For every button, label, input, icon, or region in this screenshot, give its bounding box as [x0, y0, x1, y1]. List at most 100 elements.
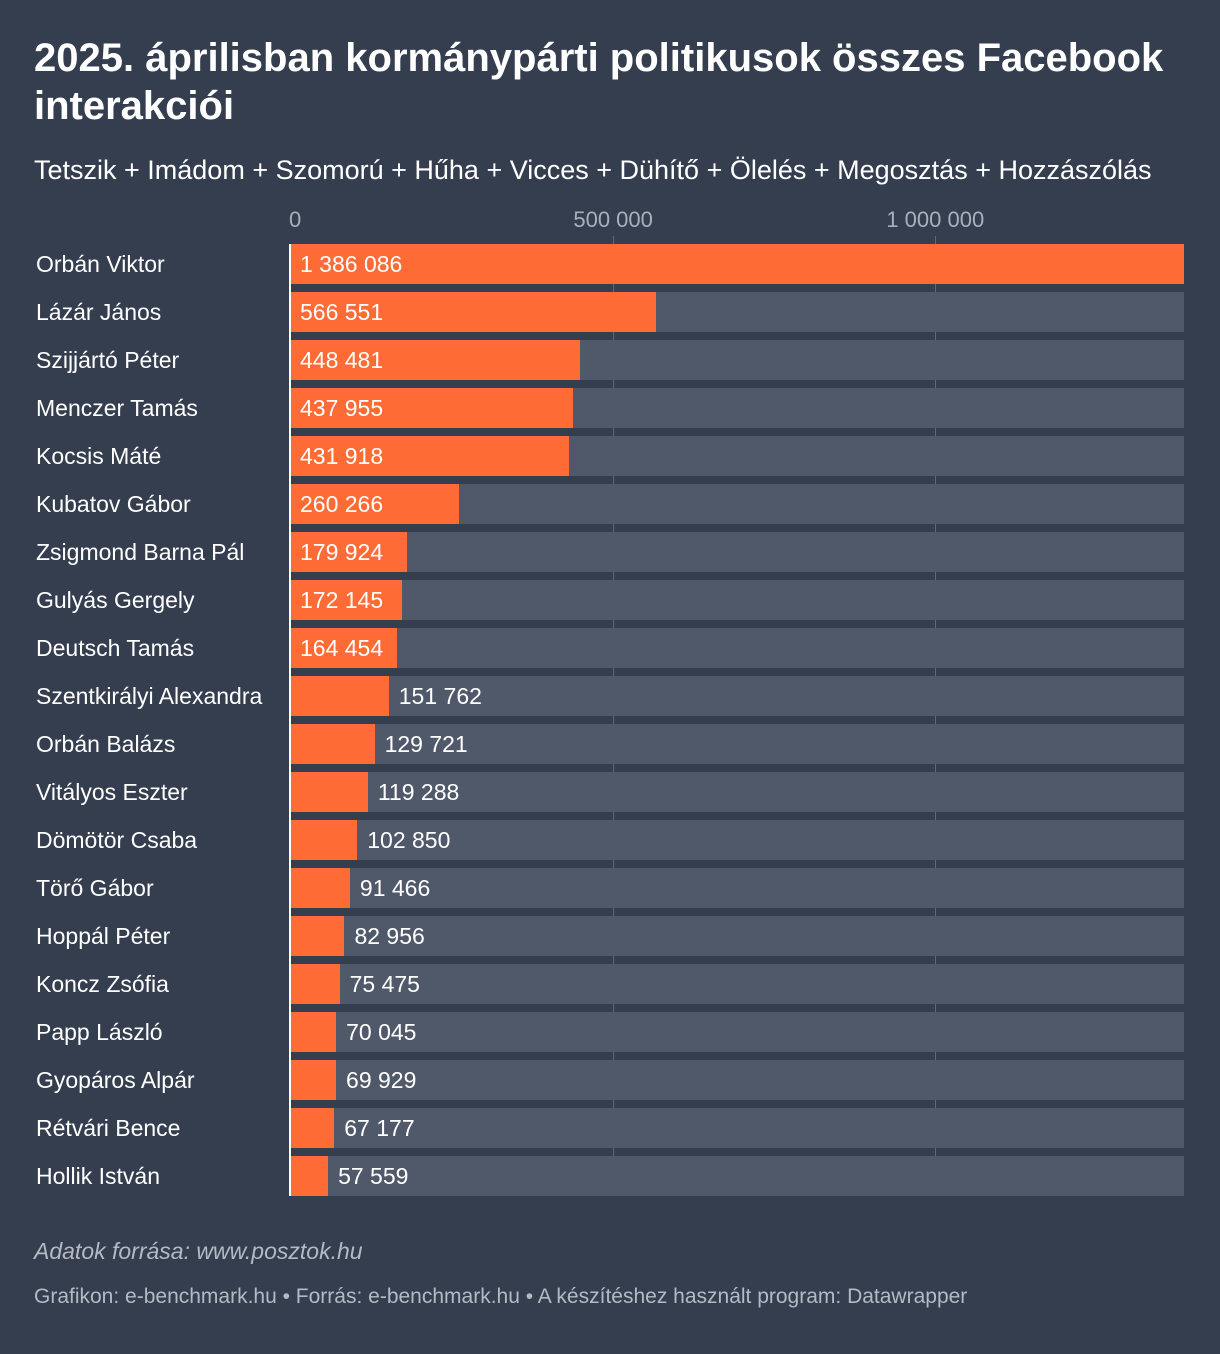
bar	[291, 820, 358, 860]
bar	[291, 628, 397, 668]
category-label: Koncz Zsófia	[36, 971, 169, 997]
bar-row: Vitályos Eszter 119 288	[0, 772, 1220, 812]
category-label: Szijjártó Péter	[36, 347, 180, 373]
bar-value-label: 102 850	[367, 827, 451, 853]
bar-row: Orbán Viktor 1 386 086	[0, 244, 1220, 284]
bar-track	[291, 1012, 1184, 1052]
bar-row: Gulyás Gergely 172 145	[0, 580, 1220, 620]
bar	[291, 676, 389, 716]
bar-row: Szentkirályi Alexandra 151 762	[0, 676, 1220, 716]
gridline	[935, 236, 936, 1196]
bar-value-label: 164 454	[300, 635, 384, 661]
x-tick-label: 500 000	[573, 207, 653, 232]
bar-row: Gyopáros Alpár 69 929	[0, 1060, 1220, 1100]
bar-value-label: 69 929	[346, 1067, 417, 1093]
bar-track	[291, 1108, 1184, 1148]
bar	[291, 340, 580, 380]
bar	[291, 292, 656, 332]
bar-track	[291, 868, 1184, 908]
gridline	[613, 236, 614, 1196]
bar-row: Szijjártó Péter 448 481	[0, 340, 1220, 380]
bar	[291, 484, 459, 524]
bar	[291, 1156, 329, 1196]
category-label: Orbán Viktor	[36, 251, 165, 277]
category-label: Gyopáros Alpár	[36, 1067, 195, 1093]
bar-value-label: 82 956	[354, 923, 425, 949]
bar-row: Rétvári Bence 67 177	[0, 1108, 1220, 1148]
bar-value-label: 75 475	[349, 971, 420, 997]
bar	[291, 436, 570, 476]
bar-value-label: 260 266	[300, 491, 384, 517]
x-tick-label: 1 000 000	[886, 207, 985, 232]
bar-row: Hoppál Péter 82 956	[0, 916, 1220, 956]
bar-value-label: 179 924	[300, 539, 384, 565]
bar	[291, 580, 402, 620]
category-label: Kocsis Máté	[36, 443, 162, 469]
bar-row: Menczer Tamás 437 955	[0, 388, 1220, 428]
category-label: Rétvári Bence	[36, 1115, 181, 1141]
chart-subtitle: Tetszik + Imádom + Szomorú + Hűha + Vicc…	[34, 155, 1152, 185]
bar-row: Dömötör Csaba 102 850	[0, 820, 1220, 860]
category-label: Papp László	[36, 1019, 163, 1045]
category-label: Hoppál Péter	[36, 923, 171, 949]
bar-value-label: 566 551	[300, 299, 384, 325]
bar-track	[291, 964, 1184, 1004]
bar-row: Törő Gábor 91 466	[0, 868, 1220, 908]
bar	[291, 772, 368, 812]
bar-row: Kubatov Gábor 260 266	[0, 484, 1220, 524]
bar-row: Orbán Balázs 129 721	[0, 724, 1220, 764]
bar	[291, 244, 1184, 284]
category-label: Lázár János	[36, 299, 162, 325]
category-label: Zsigmond Barna Pál	[36, 539, 245, 565]
bar	[291, 388, 574, 428]
bar-value-label: 1 386 086	[300, 251, 403, 277]
bar-row: Koncz Zsófia 75 475	[0, 964, 1220, 1004]
bar-row: Hollik István 57 559	[0, 1156, 1220, 1196]
x-tick-label: 0	[289, 207, 302, 232]
bar	[291, 1108, 335, 1148]
zero-baseline	[289, 244, 291, 1196]
category-label: Vitályos Eszter	[36, 779, 188, 805]
bar-row: Kocsis Máté 431 918	[0, 436, 1220, 476]
bar	[291, 964, 340, 1004]
bar-value-label: 431 918	[300, 443, 384, 469]
category-label: Hollik István	[36, 1163, 160, 1189]
bar	[291, 1060, 337, 1100]
data-source-note: Adatok forrása: www.posztok.hu	[34, 1238, 363, 1264]
bar-track	[291, 580, 1184, 620]
bar	[291, 532, 407, 572]
bar-track	[291, 820, 1184, 860]
bar	[291, 868, 350, 908]
bar	[291, 724, 375, 764]
bar-value-label: 448 481	[300, 347, 384, 373]
category-label: Gulyás Gergely	[36, 587, 195, 613]
bar-track	[291, 676, 1184, 716]
bar-value-label: 67 177	[344, 1115, 415, 1141]
category-label: Orbán Balázs	[36, 731, 176, 757]
bar-row: Lázár János 566 551	[0, 292, 1220, 332]
category-label: Deutsch Tamás	[36, 635, 195, 661]
category-label: Szentkirályi Alexandra	[36, 683, 263, 709]
footer-credits: Grafikon: e-benchmark.hu • Forrás: e-ben…	[34, 1285, 968, 1308]
category-label: Menczer Tamás	[36, 395, 198, 421]
bar-track	[291, 772, 1184, 812]
bar-value-label: 70 045	[346, 1019, 417, 1045]
bar-value-label: 437 955	[300, 395, 384, 421]
bar-value-label: 129 721	[384, 731, 468, 757]
bar-track	[291, 628, 1184, 668]
bar-value-label: 172 145	[300, 587, 384, 613]
bar-row: Papp László 70 045	[0, 1012, 1220, 1052]
chart-title: 2025. áprilisban kormánypárti politikuso…	[34, 36, 1164, 128]
bar-row: Zsigmond Barna Pál 179 924	[0, 532, 1220, 572]
bar-value-label: 151 762	[398, 683, 482, 709]
bar	[291, 916, 345, 956]
bar-value-label: 57 559	[338, 1163, 409, 1189]
bar-value-label: 119 288	[377, 779, 460, 805]
category-label: Törő Gábor	[36, 875, 154, 901]
bar-track	[291, 724, 1184, 764]
bar-value-label: 91 466	[359, 875, 431, 901]
category-label: Dömötör Csaba	[36, 827, 198, 853]
bar-track	[291, 1060, 1184, 1100]
bar-row: Deutsch Tamás 164 454	[0, 628, 1220, 668]
category-label: Kubatov Gábor	[36, 491, 191, 517]
